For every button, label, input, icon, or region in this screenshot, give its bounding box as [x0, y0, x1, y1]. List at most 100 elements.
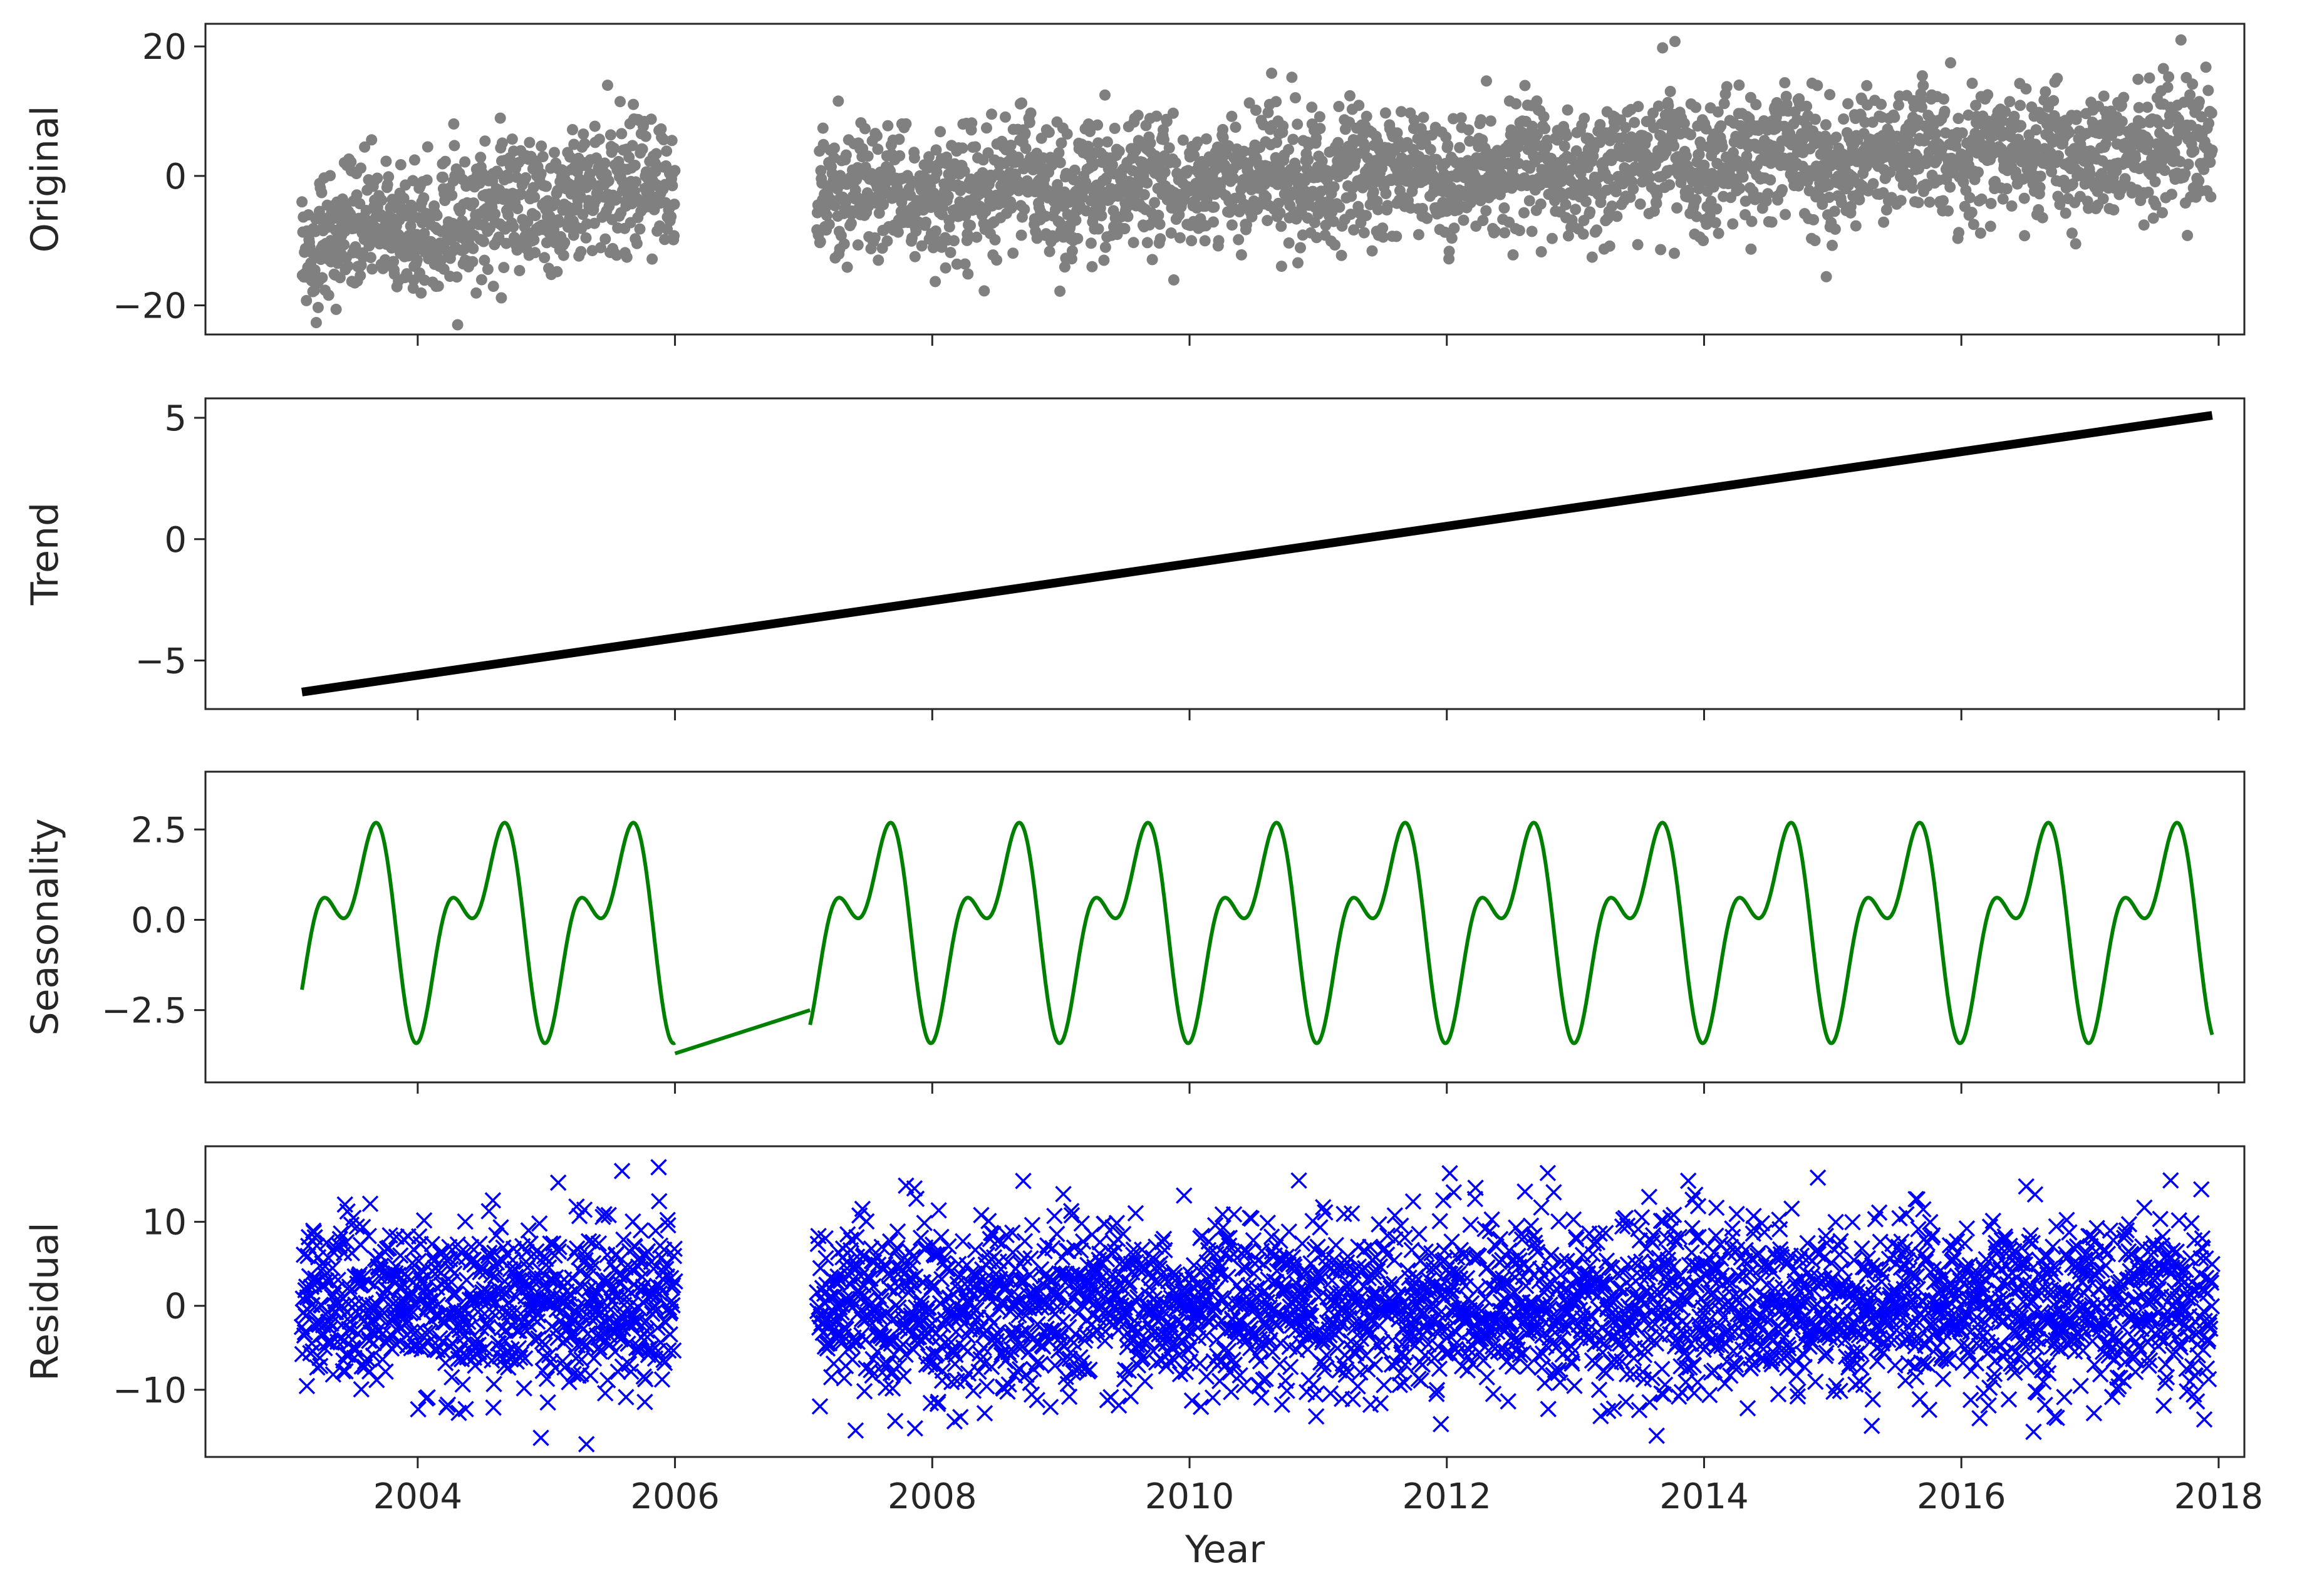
data-point — [1604, 240, 1615, 252]
data-point — [1290, 92, 1301, 104]
data-point — [1295, 242, 1306, 254]
data-point — [1035, 132, 1047, 144]
data-point — [821, 209, 832, 221]
data-point — [1481, 75, 1492, 87]
data-point — [1606, 200, 1618, 212]
data-point — [1669, 247, 1680, 259]
data-point — [614, 96, 626, 108]
data-point — [1182, 165, 1194, 177]
data-point — [958, 165, 970, 177]
data-point — [1055, 137, 1067, 149]
data-point — [1984, 220, 1996, 232]
data-point — [1302, 154, 1314, 166]
data-point — [484, 1192, 502, 1209]
data-point — [494, 112, 506, 124]
data-point — [1627, 183, 1639, 195]
data-point — [1878, 216, 1890, 228]
data-point — [516, 1380, 532, 1397]
data-point — [1054, 285, 1066, 297]
data-point — [355, 162, 366, 174]
data-point — [489, 208, 501, 220]
data-point — [2130, 152, 2142, 164]
data-point — [661, 145, 673, 157]
data-point — [448, 118, 460, 130]
data-point — [930, 144, 942, 156]
data-point — [1024, 117, 1035, 128]
data-point — [930, 1202, 947, 1219]
data-point — [353, 1381, 370, 1398]
data-point — [408, 154, 420, 166]
data-point — [1562, 104, 1573, 116]
data-point — [952, 1409, 969, 1426]
data-point — [1952, 113, 1964, 125]
data-point — [971, 231, 983, 243]
data-point — [1052, 179, 1064, 190]
data-point — [1080, 205, 1092, 217]
data-point — [923, 151, 935, 163]
data-point — [1586, 251, 1598, 263]
data-point — [506, 133, 518, 145]
data-point — [577, 209, 589, 220]
data-point — [909, 251, 921, 262]
data-point — [1577, 228, 1589, 240]
data-point — [634, 223, 646, 235]
data-point — [470, 287, 482, 299]
data-point — [838, 238, 850, 250]
data-point — [2108, 204, 2120, 216]
data-point — [1421, 212, 1433, 224]
data-point — [579, 138, 591, 150]
data-point — [2149, 176, 2161, 188]
data-point — [388, 256, 400, 267]
data-point — [559, 237, 571, 249]
data-point — [1213, 235, 1225, 247]
data-point — [575, 246, 587, 257]
data-point — [1953, 227, 1965, 239]
data-point — [1020, 142, 1032, 154]
data-point — [630, 176, 641, 188]
data-point — [395, 159, 407, 170]
data-point — [1019, 128, 1031, 139]
data-point — [1066, 245, 1078, 257]
data-point — [405, 220, 417, 232]
data-point — [493, 231, 505, 243]
data-point — [889, 1223, 906, 1240]
data-point — [1208, 201, 1220, 213]
data-point — [1286, 71, 1298, 83]
seasonality-panel: −2.50.02.5 Seasonality — [23, 770, 2246, 1094]
data-point — [646, 253, 658, 265]
data-point — [943, 221, 955, 233]
data-point — [1046, 1208, 1063, 1225]
data-point — [933, 1228, 950, 1245]
data-point — [1059, 261, 1071, 273]
data-point — [1277, 120, 1289, 132]
data-point — [930, 225, 941, 237]
data-point — [474, 177, 485, 189]
data-point — [366, 263, 378, 275]
data-point — [2206, 144, 2218, 156]
data-point — [2206, 107, 2217, 119]
data-point — [298, 1377, 316, 1395]
data-point — [1591, 224, 1603, 236]
data-point — [1049, 1225, 1065, 1243]
data-point — [986, 108, 997, 120]
data-point — [528, 234, 540, 246]
trend-line — [301, 411, 2213, 697]
data-point — [516, 189, 527, 200]
data-point — [532, 1429, 549, 1446]
data-point — [1446, 232, 1458, 244]
data-point — [2116, 116, 2128, 127]
data-point — [1292, 118, 1304, 130]
data-point — [651, 1193, 668, 1210]
data-point — [567, 124, 578, 135]
data-point — [845, 217, 857, 229]
data-point — [1275, 220, 1287, 232]
data-point — [616, 128, 628, 140]
data-point — [613, 1163, 631, 1179]
data-point — [448, 140, 460, 152]
data-point — [1424, 143, 1436, 155]
data-point — [599, 1372, 616, 1389]
data-point — [916, 240, 928, 252]
data-point — [599, 233, 611, 245]
data-point — [1632, 239, 1644, 251]
data-point — [951, 258, 963, 270]
